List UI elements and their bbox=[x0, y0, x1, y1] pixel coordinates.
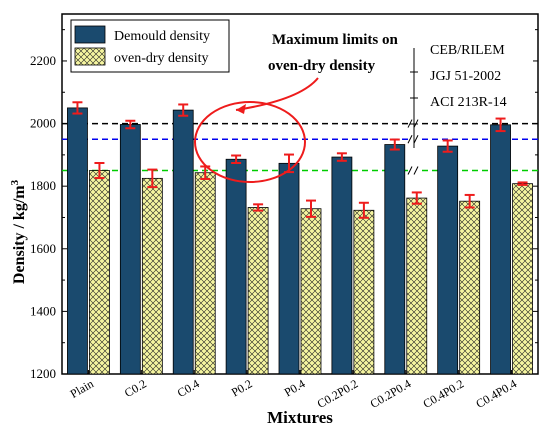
x-tick-label-2: C0.4 bbox=[175, 376, 202, 400]
bar-demould-6 bbox=[384, 144, 406, 375]
y-axis-label-superscript: 3 bbox=[9, 179, 21, 185]
x-tick-label-6: C0.2P0.4 bbox=[368, 376, 414, 410]
y-tick-label: 1200 bbox=[30, 366, 56, 381]
legend-label-demould: Demould density bbox=[114, 29, 210, 44]
limit-break-gap-2 bbox=[410, 166, 418, 175]
bar-oven-dry-1 bbox=[141, 177, 163, 375]
x-tick-label-0: Plain bbox=[68, 376, 96, 400]
y-axis-label-text: Density / kg/m bbox=[11, 185, 28, 284]
x-tick-label-7: C0.4P0.2 bbox=[420, 376, 466, 410]
x-tick-label-4: P0.4 bbox=[282, 376, 308, 399]
annotation-line-1: Maximum limits on bbox=[272, 32, 398, 48]
y-axis-label: Density / kg/m3 bbox=[9, 179, 28, 284]
bar-oven-dry-6 bbox=[406, 197, 428, 375]
x-axis-label: Mixtures bbox=[267, 408, 333, 427]
y-tick-label: 1600 bbox=[30, 241, 56, 256]
legend-swatch-oven-dry bbox=[74, 47, 106, 66]
x-tick-label-5: C0.2P0.2 bbox=[315, 376, 361, 410]
bar-oven-dry-2 bbox=[194, 172, 216, 375]
bar-demould-5 bbox=[331, 156, 353, 375]
legend-label-oven-dry: oven-dry density bbox=[114, 51, 208, 66]
annotation-line-2: oven-dry density bbox=[268, 58, 376, 74]
bar-demould-1 bbox=[119, 124, 141, 375]
bar-oven-dry-3 bbox=[247, 207, 269, 375]
annotation-arrow bbox=[235, 77, 319, 111]
legend: Demould density oven-dry density bbox=[70, 19, 230, 73]
bar-oven-dry-5 bbox=[353, 209, 375, 375]
bar-oven-dry-0 bbox=[89, 170, 110, 375]
bar-demould-4 bbox=[278, 162, 300, 375]
bar-oven-dry-7 bbox=[459, 200, 481, 375]
bar-demould-3 bbox=[225, 158, 247, 375]
bar-demould-2 bbox=[172, 109, 194, 375]
x-tick-label-8: C0.4P0.4 bbox=[473, 376, 519, 410]
y-tick-label: 1800 bbox=[30, 178, 56, 193]
limit-label-jgj: JGJ 51-2002 bbox=[430, 69, 501, 84]
limit-label-ceb-rilem: CEB/RILEM bbox=[430, 43, 505, 58]
bar-demould-8 bbox=[490, 124, 511, 375]
y-tick-label: 1400 bbox=[30, 303, 56, 318]
bar-demould-0 bbox=[67, 107, 88, 375]
limit-label-aci: ACI 213R-14 bbox=[430, 95, 507, 110]
limit-labels: CEB/RILEM JGJ 51-2002 ACI 213R-14 bbox=[410, 43, 507, 148]
bar-demould-7 bbox=[437, 145, 459, 375]
y-tick-label: 2000 bbox=[30, 116, 56, 131]
bar-oven-dry-8 bbox=[512, 183, 533, 375]
highlight-ellipse bbox=[194, 101, 306, 183]
limit-break-mark-2 bbox=[407, 166, 419, 175]
x-tick-label-3: P0.2 bbox=[229, 376, 255, 399]
x-tick-label-1: C0.2 bbox=[122, 376, 149, 400]
annotation-arrow-head bbox=[236, 104, 246, 114]
y-tick-label: 2200 bbox=[30, 53, 56, 68]
limit-break-mark-1 bbox=[407, 134, 419, 144]
legend-swatch-demould bbox=[74, 25, 106, 44]
bar-oven-dry-4 bbox=[300, 208, 322, 375]
max-limit-annotation: Maximum limits on oven-dry density bbox=[194, 32, 398, 183]
